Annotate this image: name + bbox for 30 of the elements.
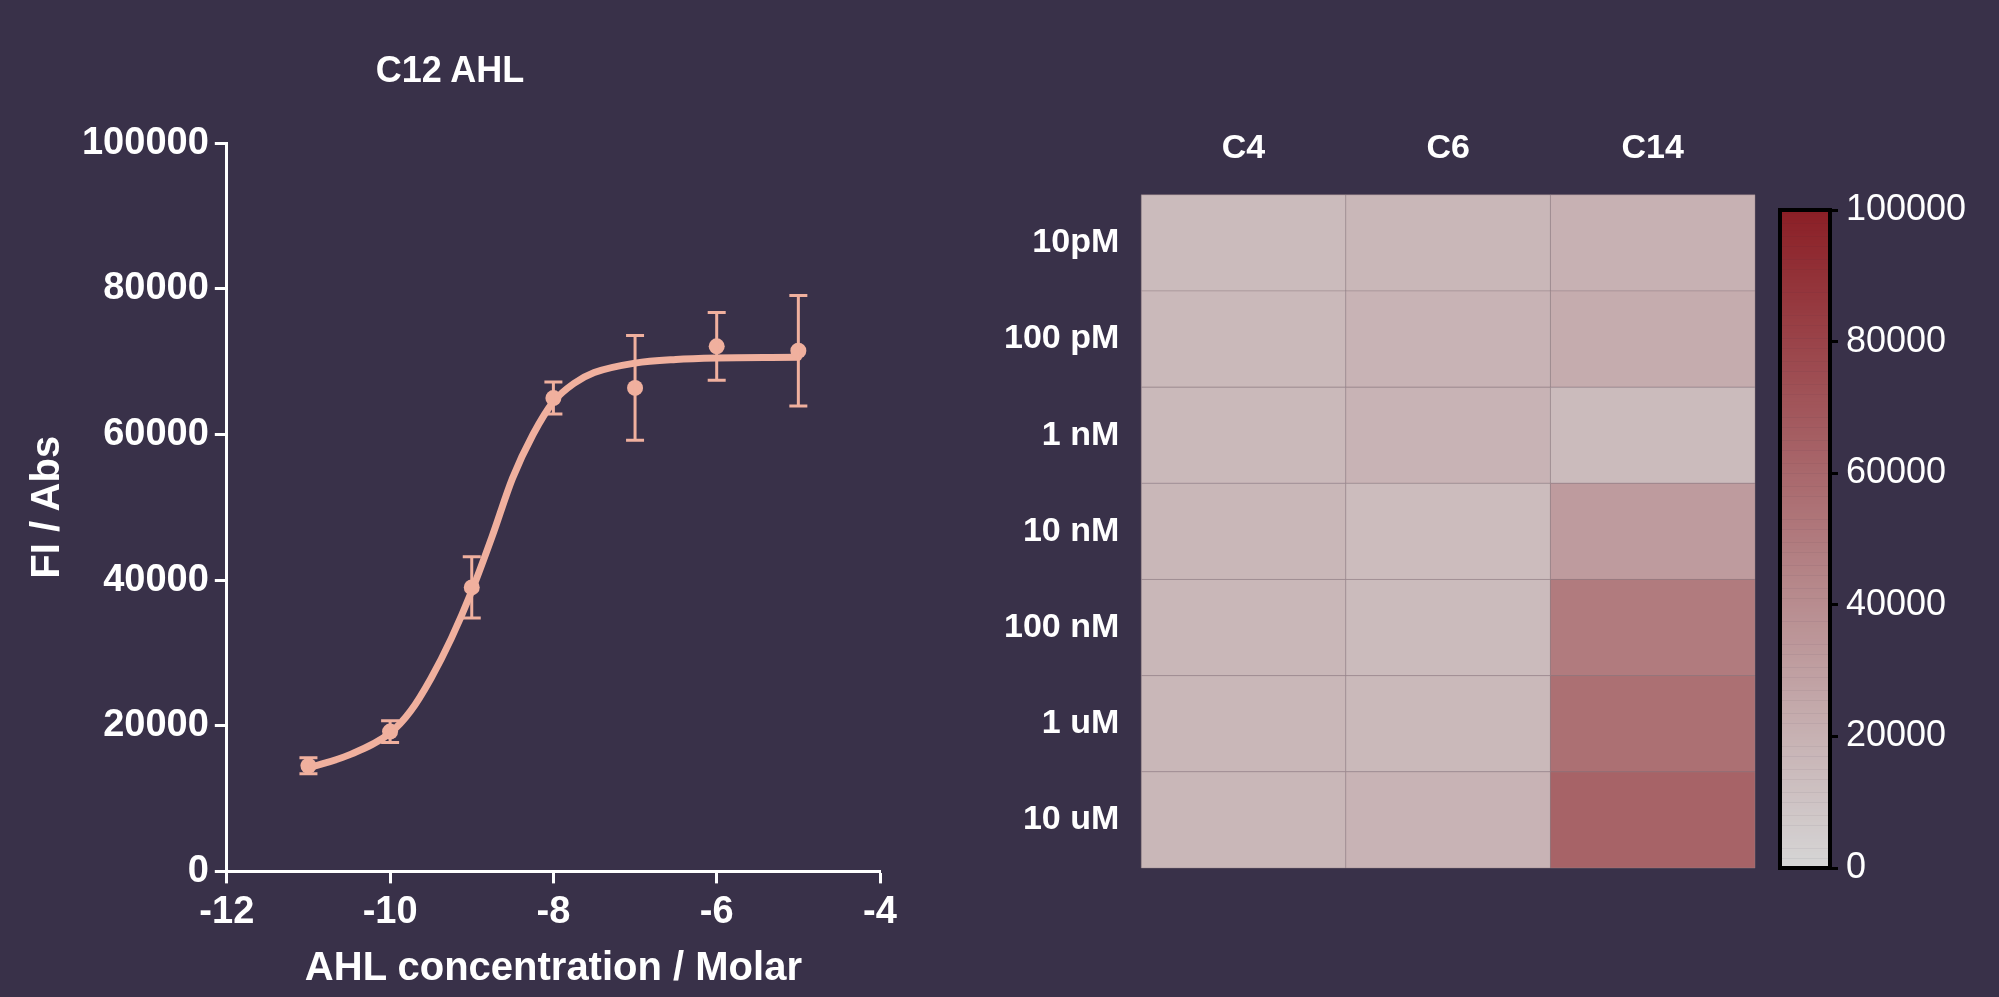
x-axis-title: AHL concentration / Molar: [304, 944, 802, 989]
y-tick-label: 60000: [103, 410, 209, 453]
chart-title: C12 AHL: [375, 48, 525, 90]
x-tick-label: C14: [1621, 126, 1684, 165]
x-tick-label: -6: [699, 888, 734, 931]
y-tick-label: 10pM: [1032, 221, 1120, 260]
y-tick-label: 80000: [103, 265, 209, 308]
color-bar-label: 0: [1846, 844, 1867, 886]
x-tick-label: C6: [1426, 126, 1470, 165]
color-bar-label: 60000: [1846, 450, 1947, 492]
y-tick-label: 0: [187, 847, 209, 890]
y-tick-label: 100 pM: [1004, 317, 1120, 356]
x-tick-label: -8: [536, 888, 571, 931]
y-axis-title: FI / Abs: [23, 435, 68, 579]
y-tick-label: 1 uM: [1041, 702, 1120, 741]
y-tick-label: 40000: [103, 556, 209, 599]
color-bar-label: 100000: [1846, 186, 1967, 228]
color-bar-label: 20000: [1846, 713, 1947, 755]
x-tick-label: -10: [362, 888, 418, 931]
color-bar-label: 80000: [1846, 318, 1947, 360]
color-bar-label: 40000: [1846, 581, 1947, 623]
y-tick-label: 100000: [81, 119, 209, 162]
y-tick-label: 1 nM: [1041, 413, 1120, 452]
x-tick-label: C4: [1221, 126, 1266, 165]
x-tick-label: -12: [199, 888, 255, 931]
y-tick-label: 10 uM: [1022, 798, 1120, 837]
x-tick-label: -4: [863, 888, 897, 931]
y-tick-label: 100 nM: [1004, 605, 1120, 644]
y-tick-label: 20000: [103, 702, 209, 745]
y-tick-label: 10 nM: [1022, 509, 1120, 548]
